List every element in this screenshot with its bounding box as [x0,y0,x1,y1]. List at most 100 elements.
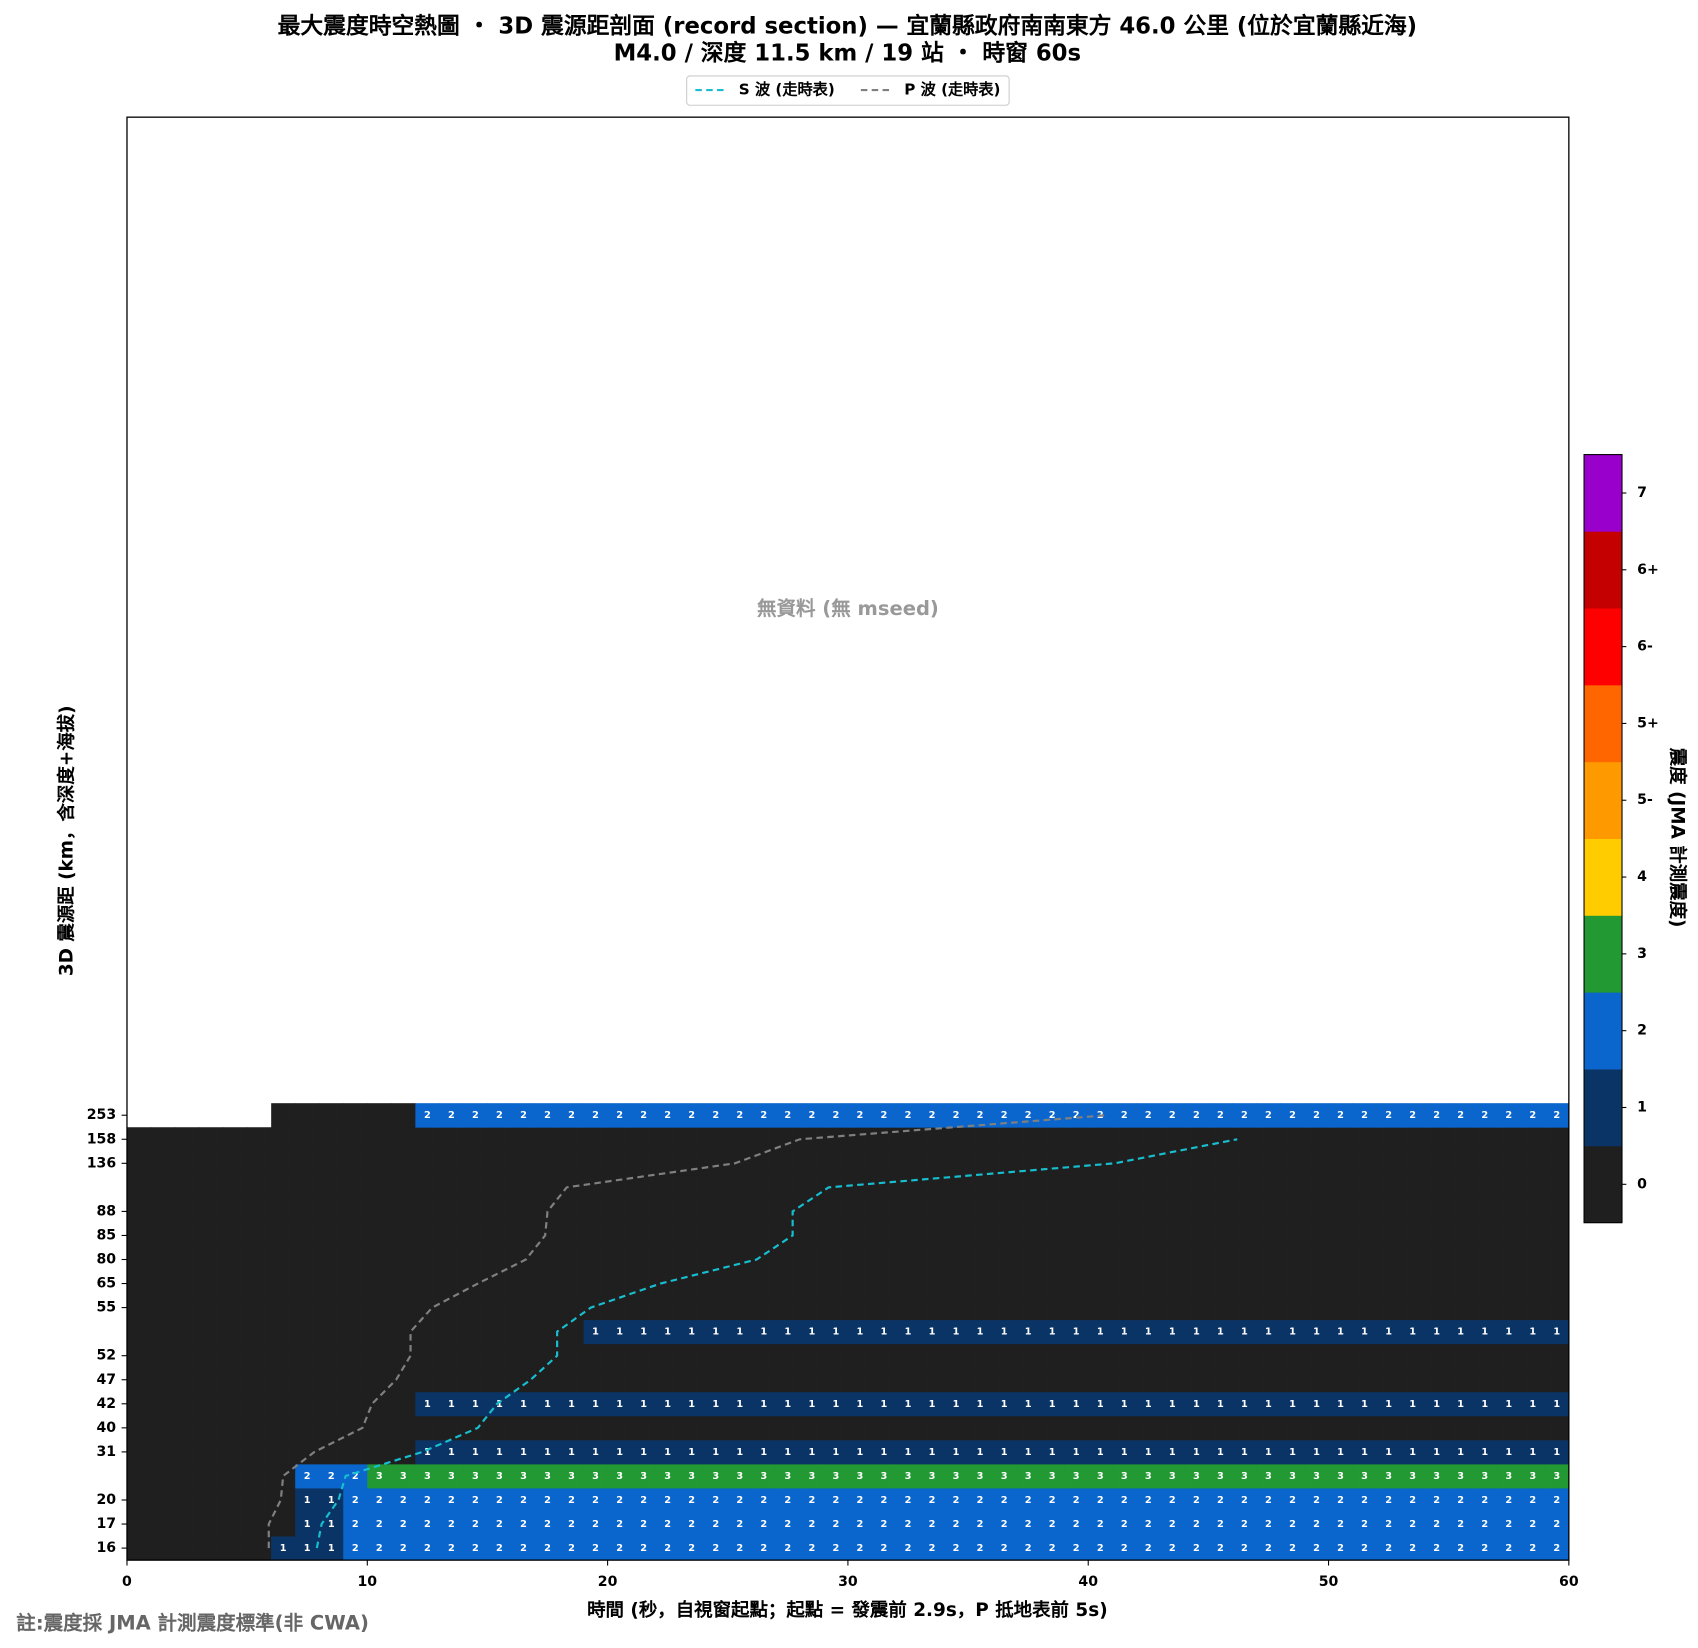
heat-cell [415,1487,440,1513]
heat-cell [871,1536,897,1561]
heat-cell [607,1295,633,1321]
cell-label: 1 [1409,1447,1416,1458]
cell-label: 1 [496,1447,503,1458]
cell-label: 1 [592,1447,599,1458]
heat-cell [511,1367,536,1393]
heat-cell [1424,1367,1450,1393]
heat-cell [1016,1295,1041,1321]
cell-label: 1 [1385,1327,1392,1338]
heat-cell [871,1247,897,1272]
heat-cell [1064,1295,1089,1321]
heat-cell [271,1271,296,1297]
heat-cell [1400,1319,1426,1345]
heat-cell [1064,1271,1089,1297]
cell-label: 1 [1001,1399,1008,1410]
heat-cell [415,1391,440,1417]
heat-cell [439,1247,464,1272]
cell-label: 2 [400,1543,407,1554]
cell-label: 2 [1073,1110,1080,1121]
x-tick-label: 40 [1078,1574,1098,1590]
heat-cell [343,1247,368,1272]
heat-cell [343,1487,368,1513]
heat-cell [1232,1223,1257,1248]
heat-cell [847,1247,873,1272]
cell-label: 2 [568,1495,575,1506]
heat-cell [295,1367,320,1393]
heat-cell [1448,1175,1474,1200]
cell-label: 1 [953,1447,960,1458]
cell-label: 1 [1361,1447,1368,1458]
cell-label: 1 [568,1399,575,1410]
cell-label: 2 [1337,1110,1344,1121]
cell-label: 2 [544,1519,551,1530]
cell-label: 1 [1073,1327,1080,1338]
heat-cell [1160,1463,1185,1489]
heat-cell [775,1487,801,1513]
heat-cell [679,1415,705,1441]
heat-cell [199,1199,224,1224]
cell-label: 2 [1265,1543,1272,1554]
x-tick-label: 50 [1319,1574,1339,1590]
heat-cell [343,1439,368,1465]
heat-cell [1328,1103,1354,1128]
cell-label: 2 [905,1543,912,1554]
heat-cell [343,1271,368,1297]
heat-cell [271,1343,296,1369]
heat-cell [1544,1391,1570,1417]
heat-cell [655,1343,681,1369]
cell-label: 1 [1073,1399,1080,1410]
heat-cell [1448,1512,1474,1537]
heat-cell [175,1487,200,1513]
heat-cell [247,1415,272,1441]
heat-cell [1496,1463,1522,1489]
heat-cell [199,1151,224,1176]
heat-cell [1400,1127,1426,1152]
heat-cell [271,1391,296,1417]
heat-cell [1520,1367,1546,1393]
heat-cell [1448,1391,1474,1417]
heat-cell [1352,1319,1378,1345]
cell-label: 1 [1529,1447,1536,1458]
heat-cell [271,1319,296,1345]
heat-cell [1352,1487,1378,1513]
heat-cell [415,1319,440,1345]
heat-cell [343,1512,368,1537]
colorbar-label: 7 [1637,485,1647,501]
cell-label: 2 [1097,1495,1104,1506]
cell-label: 2 [352,1519,359,1530]
heat-cell [1232,1247,1257,1272]
cell-label: 3 [1289,1471,1296,1482]
heat-cell [583,1391,609,1417]
heat-cell [655,1103,681,1128]
cell-label: 2 [520,1519,527,1530]
heat-cell [343,1223,368,1248]
heat-cell [944,1512,969,1537]
heat-cell [1256,1271,1281,1297]
cell-label: 1 [1193,1447,1200,1458]
heat-cell [1400,1175,1426,1200]
heat-cell [1088,1247,1113,1272]
heat-cell [1184,1319,1209,1345]
heat-cell [151,1367,176,1393]
heat-cell [487,1127,512,1152]
heat-cell [679,1487,705,1513]
heat-cell [895,1199,921,1224]
cell-label: 2 [328,1471,335,1482]
heat-cell [487,1103,512,1128]
heat-cell [487,1343,512,1369]
cell-label: 1 [1145,1327,1152,1338]
heat-cell [968,1103,993,1128]
heat-cell [415,1343,440,1369]
cell-label: 1 [1049,1399,1056,1410]
heat-cell [968,1223,993,1248]
x-tick-label: 20 [598,1574,618,1590]
cell-label: 1 [1289,1447,1296,1458]
heat-cell [1376,1536,1402,1561]
heat-cell [920,1343,945,1369]
heat-cell [1520,1247,1546,1272]
heat-cell [511,1391,536,1417]
heat-cell [559,1487,585,1513]
heat-cell [871,1223,897,1248]
heat-cell [847,1487,873,1513]
heat-cell [968,1439,993,1465]
